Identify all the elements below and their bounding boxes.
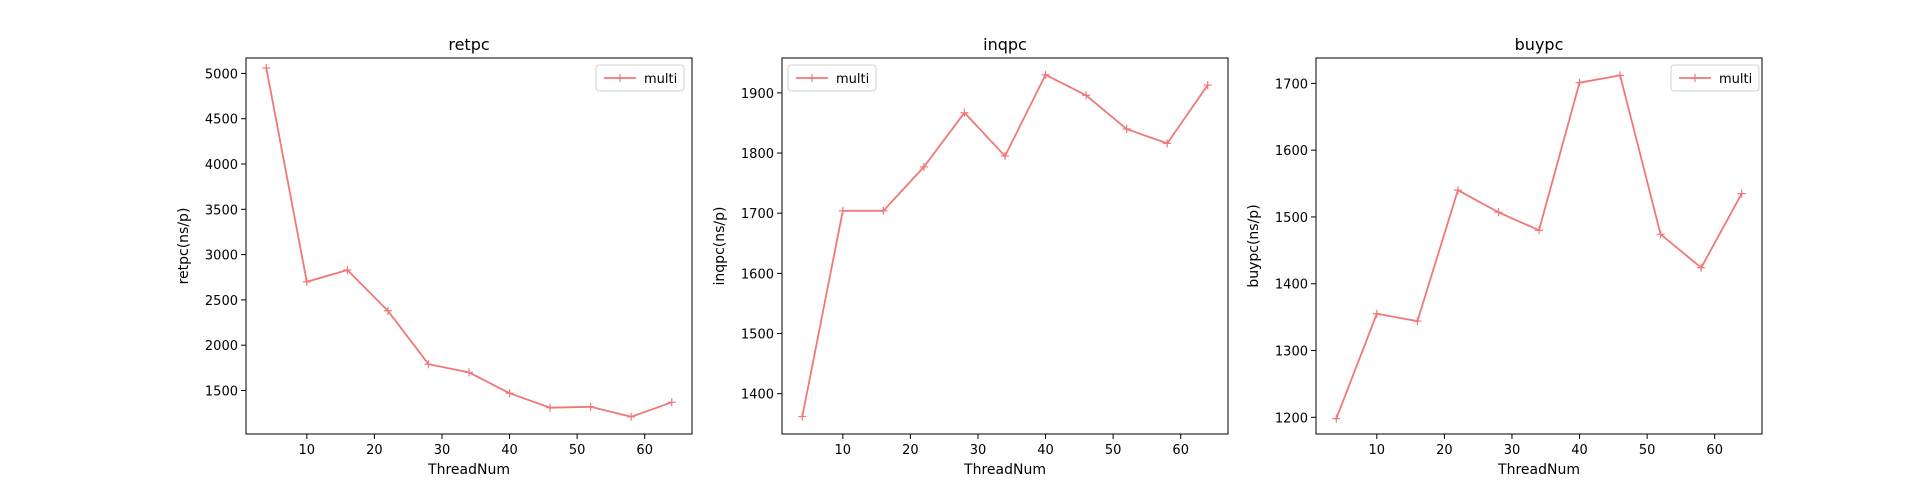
data-point xyxy=(1616,71,1625,80)
data-point xyxy=(1332,414,1341,423)
legend-box xyxy=(595,64,685,92)
x-tick-label: 20 xyxy=(1436,443,1453,458)
data-point xyxy=(505,389,514,398)
x-tick-label: 50 xyxy=(1639,443,1656,458)
y-tick-label: 4000 xyxy=(205,158,238,173)
y-tick-label: 1500 xyxy=(1275,211,1308,226)
data-point xyxy=(1737,189,1746,198)
chart-title: retpc xyxy=(448,35,489,54)
data-point xyxy=(1535,226,1543,235)
y-tick-label: 1400 xyxy=(1275,278,1308,293)
x-axis-label: ThreadNum xyxy=(427,462,510,478)
y-tick-label: 1200 xyxy=(1275,411,1308,426)
legend-label: multi xyxy=(644,72,677,87)
x-tick-label: 30 xyxy=(434,443,451,458)
x-tick-label: 20 xyxy=(366,443,383,458)
y-tick-label: 2500 xyxy=(205,294,238,309)
chart-title: inqpc xyxy=(983,35,1027,54)
x-tick-label: 60 xyxy=(636,443,653,458)
data-point xyxy=(1656,230,1665,239)
data-point xyxy=(465,368,473,377)
chart-panel-retpc: retpc 10 20 30 40 50 60 1500 2000 2500 3000 3500 400… xyxy=(176,35,693,478)
data-point xyxy=(667,398,676,407)
y-axis-label: inqpc(ns/p) xyxy=(712,207,728,286)
x-tick-label: 10 xyxy=(835,443,852,458)
x-axis-label: ThreadNum xyxy=(1497,462,1580,478)
y-tick-label: 2000 xyxy=(205,339,238,354)
y-tick-label: 3000 xyxy=(205,249,238,264)
data-point xyxy=(1453,186,1462,195)
chart-title: buypc xyxy=(1515,35,1564,54)
y-tick-label: 1600 xyxy=(741,267,774,282)
data-point xyxy=(302,277,311,286)
legend: multi xyxy=(787,64,877,92)
data-point xyxy=(879,206,888,215)
y-tick-label: 1400 xyxy=(741,388,774,403)
y-tick-label: 3500 xyxy=(205,203,238,218)
data-point xyxy=(627,412,636,421)
y-tick-label: 1700 xyxy=(1275,77,1308,92)
legend-label: multi xyxy=(836,72,869,87)
x-tick-label: 60 xyxy=(1706,443,1723,458)
y-tick-label: 1700 xyxy=(741,207,774,222)
y-tick-label: 1800 xyxy=(741,147,774,162)
y-axis-label: buypc(ns/p) xyxy=(1246,204,1262,287)
data-point xyxy=(960,108,969,117)
data-point xyxy=(1001,152,1009,161)
data-point xyxy=(838,206,847,215)
x-tick-label: 10 xyxy=(1369,443,1386,458)
x-tick-label: 40 xyxy=(1037,443,1054,458)
data-point xyxy=(1413,317,1422,326)
data-point xyxy=(798,412,807,421)
data-point xyxy=(1372,309,1381,318)
series-line-multi xyxy=(801,73,1209,417)
y-tick-label: 1600 xyxy=(1275,144,1308,159)
data-point xyxy=(546,403,555,412)
plot-frame xyxy=(245,57,693,435)
y-tick-label: 1500 xyxy=(741,328,774,343)
legend: multi xyxy=(595,64,685,92)
data-point xyxy=(1697,263,1706,272)
plot-frame xyxy=(1315,57,1763,435)
legend-box xyxy=(787,64,877,92)
data-point xyxy=(1122,124,1131,133)
data-point xyxy=(383,306,392,315)
data-point xyxy=(919,162,928,171)
data-point xyxy=(1203,81,1212,90)
x-tick-label: 40 xyxy=(1571,443,1588,458)
legend-box xyxy=(1670,64,1760,92)
x-axis-label: ThreadNum xyxy=(963,462,1046,478)
y-tick-label: 1900 xyxy=(741,87,774,102)
x-tick-label: 30 xyxy=(1504,443,1521,458)
data-point xyxy=(424,360,433,369)
legend-label: multi xyxy=(1719,72,1752,87)
data-point xyxy=(343,266,352,275)
y-tick-label: 5000 xyxy=(205,67,238,82)
data-point xyxy=(262,63,271,72)
data-point xyxy=(586,402,595,411)
legend: multi xyxy=(1670,64,1760,92)
x-tick-label: 20 xyxy=(902,443,919,458)
series-line-multi xyxy=(1335,74,1743,419)
x-tick-label: 50 xyxy=(569,443,586,458)
data-point xyxy=(1082,91,1091,100)
data-point xyxy=(1041,70,1050,79)
data-point xyxy=(1494,208,1503,217)
y-tick-label: 1500 xyxy=(205,385,238,400)
x-tick-label: 10 xyxy=(299,443,316,458)
plot-frame xyxy=(781,57,1229,435)
series-line-multi xyxy=(265,67,673,418)
x-tick-label: 60 xyxy=(1172,443,1189,458)
y-tick-label: 1300 xyxy=(1275,345,1308,360)
x-tick-label: 40 xyxy=(501,443,518,458)
chart-panel-inqpc: inqpc 10 20 30 40 50 60 1400 1500 1600 1700 1800 190… xyxy=(712,35,1229,478)
y-axis-label: retpc(ns/p) xyxy=(176,208,192,285)
data-point xyxy=(1575,78,1584,87)
x-tick-label: 30 xyxy=(970,443,987,458)
chart-panel-buypc: buypc 10 20 30 40 50 60 1200 1300 1400 1500 1600 170… xyxy=(1246,35,1763,478)
data-point xyxy=(1163,139,1172,148)
x-tick-label: 50 xyxy=(1105,443,1122,458)
y-tick-label: 4500 xyxy=(205,113,238,128)
